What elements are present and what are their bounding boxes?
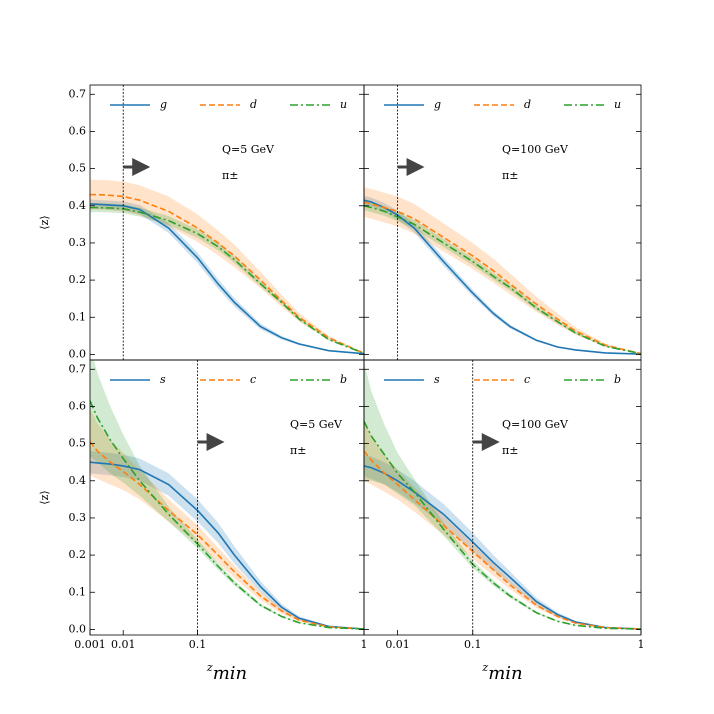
legend-label: s: [160, 373, 166, 386]
series-line: [90, 193, 364, 355]
x-tick-label: 0.1: [464, 638, 482, 651]
x-axis-label: zmin: [206, 661, 247, 684]
series-line: [90, 206, 364, 355]
x-axis-label-sub: min: [213, 663, 247, 684]
plot-area: [90, 179, 364, 355]
series-line: [90, 441, 364, 630]
error-band: [364, 454, 641, 630]
y-axis-label: ⟨z⟩: [38, 490, 51, 504]
series-line: [364, 201, 641, 355]
legend-label: b: [614, 373, 621, 386]
legend-label: b: [340, 373, 347, 386]
y-tick-label: 0.4: [69, 199, 87, 212]
x-tick-label: 0.01: [111, 638, 136, 651]
legend-label: d: [524, 98, 531, 111]
annotation: Q=5 GeV: [222, 143, 275, 156]
annotation: π±: [502, 444, 518, 457]
annotation: Q=100 GeV: [502, 143, 569, 156]
y-tick-label: 0.7: [69, 87, 87, 100]
legend-label: g: [434, 98, 441, 111]
error-band: [90, 179, 364, 354]
x-tick-label: 1: [638, 638, 645, 651]
y-tick-label: 0.6: [69, 124, 87, 137]
annotation: π±: [222, 169, 238, 182]
annotation: Q=5 GeV: [290, 418, 343, 431]
y-tick-label: 0.1: [69, 585, 87, 598]
x-tick-label: 0.001: [74, 638, 106, 651]
series-line: [364, 450, 641, 630]
y-tick-label: 0.7: [69, 362, 87, 375]
series-line: [364, 205, 641, 355]
error-band: [90, 199, 364, 354]
legend-label: g: [160, 98, 167, 111]
y-tick-label: 0.2: [69, 273, 87, 286]
x-axis-label-base: z: [481, 661, 488, 674]
y-tick-label: 0.0: [69, 347, 87, 360]
legend-label: d: [250, 98, 257, 111]
legend-label: u: [340, 98, 347, 111]
y-tick-label: 0.3: [69, 511, 87, 524]
x-tick-label: 0.1: [189, 638, 207, 651]
series-line: [90, 203, 364, 355]
annotation: π±: [290, 444, 306, 457]
axes-frame: [363, 359, 642, 636]
x-axis-label-base: z: [206, 661, 213, 674]
x-axis-label-sub: min: [488, 663, 522, 684]
y-tick-label: 0.6: [69, 399, 87, 412]
plot-area: [364, 361, 641, 630]
plot-area: [90, 360, 364, 630]
y-tick-label: 0.5: [69, 162, 87, 175]
series-line: [364, 420, 641, 630]
legend-label: s: [434, 373, 440, 386]
error-band: [364, 187, 641, 354]
legend-label: c: [524, 373, 530, 386]
y-tick-label: 0.4: [69, 474, 87, 487]
y-tick-label: 0.2: [69, 548, 87, 561]
legend-label: u: [614, 98, 621, 111]
error-band: [90, 408, 364, 630]
annotation: Q=100 GeV: [502, 418, 569, 431]
legend-label: c: [250, 373, 256, 386]
y-tick-label: 0.5: [69, 437, 87, 450]
y-tick-label: 0.1: [69, 310, 87, 323]
error-band: [90, 203, 364, 354]
x-tick-label: 1: [361, 638, 368, 651]
error-band: [364, 201, 641, 354]
annotation: π±: [502, 169, 518, 182]
error-band: [90, 451, 364, 630]
axes-frame: [89, 84, 365, 361]
x-axis-label: zmin: [481, 661, 522, 684]
x-tick-label: 0.01: [385, 638, 410, 651]
y-tick-label: 0.3: [69, 236, 87, 249]
y-tick-label: 0.0: [69, 622, 87, 635]
error-band: [364, 361, 641, 630]
series-line: [90, 400, 364, 630]
y-axis-label: ⟨z⟩: [38, 215, 51, 229]
error-band: [90, 360, 364, 630]
plot-area: [364, 187, 641, 355]
axes-frame: [89, 359, 365, 636]
